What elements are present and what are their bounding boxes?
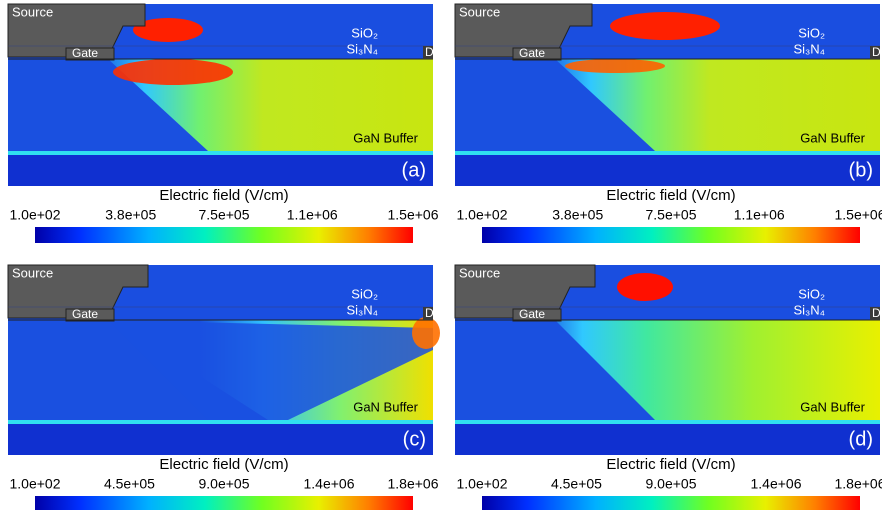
colorbar-tick-label: 1.0e+02 xyxy=(10,476,61,492)
colorbar-tick-label: 9.0e+05 xyxy=(645,476,696,492)
colorbar-tick-label: 1.0e+02 xyxy=(457,207,508,223)
nitride-label: Si₃N₄ xyxy=(346,302,378,317)
substrate xyxy=(455,424,880,455)
buffer-line xyxy=(455,151,880,155)
oxide-label: SiO₂ xyxy=(351,25,378,40)
nitride-label: Si₃N₄ xyxy=(793,302,825,317)
panel-label: (b) xyxy=(849,159,873,181)
gate-label: Gate xyxy=(519,46,545,60)
colorbar-tick-label: 3.8e+05 xyxy=(552,207,603,223)
colorbar-tick-label: 1.4e+06 xyxy=(303,476,354,492)
figure: SourceGateSiO₂Si₃N₄DGaN Buffer(a)Electri… xyxy=(0,0,882,510)
colorbar-tick-label: 3.8e+05 xyxy=(105,207,156,223)
source-label: Source xyxy=(12,265,53,280)
hot-spot xyxy=(565,59,665,73)
drain-label: D xyxy=(425,45,434,59)
substrate xyxy=(455,155,880,186)
colorbar-tick-label: 7.5e+05 xyxy=(645,207,696,223)
hot-spot xyxy=(113,59,233,85)
buffer-label: GaN Buffer xyxy=(800,399,865,414)
gate-label: Gate xyxy=(72,307,98,321)
colorbar-tick-label: 1.8e+06 xyxy=(388,476,439,492)
colorbar-tick-label: 9.0e+05 xyxy=(198,476,249,492)
oxide-label: SiO₂ xyxy=(798,286,825,301)
source-label: Source xyxy=(459,4,500,19)
colorbar-tick-label: 7.5e+05 xyxy=(198,207,249,223)
gate-label: Gate xyxy=(72,46,98,60)
colorbar-title: Electric field (V/cm) xyxy=(159,187,288,204)
buffer-label: GaN Buffer xyxy=(800,130,865,145)
panel-label: (d) xyxy=(849,428,873,450)
hot-spot xyxy=(617,273,673,301)
colorbar-tick-label: 1.1e+06 xyxy=(287,207,338,223)
colorbar-tick-label: 1.0e+02 xyxy=(457,476,508,492)
colorbar-tick-label: 1.4e+06 xyxy=(750,476,801,492)
oxide-label: SiO₂ xyxy=(351,286,378,301)
colorbar xyxy=(482,496,860,510)
gate-label: Gate xyxy=(519,307,545,321)
colorbar-title: Electric field (V/cm) xyxy=(606,456,735,473)
drain-label: D xyxy=(425,306,434,320)
colorbar-tick-label: 1.8e+06 xyxy=(835,476,882,492)
colorbar-tick-label: 1.1e+06 xyxy=(734,207,785,223)
buffer-line xyxy=(455,420,880,424)
colorbar-title: Electric field (V/cm) xyxy=(159,456,288,473)
oxide-label: SiO₂ xyxy=(798,25,825,40)
nitride-label: Si₃N₄ xyxy=(346,41,378,56)
page: {"panels": [ {"label": "(a)", "source": … xyxy=(0,0,882,510)
nitride-label: Si₃N₄ xyxy=(793,41,825,56)
source-label: Source xyxy=(459,265,500,280)
source-label: Source xyxy=(12,4,53,19)
substrate xyxy=(8,424,433,455)
panel-label: (c) xyxy=(403,428,426,450)
colorbar-tick-label: 1.5e+06 xyxy=(835,207,882,223)
colorbar xyxy=(35,227,413,243)
drain-label: D xyxy=(872,45,881,59)
hot-spot xyxy=(412,317,440,349)
substrate xyxy=(8,155,433,186)
buffer-line xyxy=(8,420,433,424)
colorbar-tick-label: 4.5e+05 xyxy=(551,476,602,492)
colorbar-tick-label: 1.0e+02 xyxy=(10,207,61,223)
colorbar-tick-label: 1.5e+06 xyxy=(388,207,439,223)
buffer-label: GaN Buffer xyxy=(353,399,418,414)
drain-label: D xyxy=(872,306,881,320)
panel-label: (a) xyxy=(402,159,426,181)
colorbar-title: Electric field (V/cm) xyxy=(606,187,735,204)
colorbar-tick-label: 4.5e+05 xyxy=(104,476,155,492)
hot-spot xyxy=(610,12,720,40)
buffer-label: GaN Buffer xyxy=(353,130,418,145)
buffer-line xyxy=(8,151,433,155)
colorbar xyxy=(35,496,413,510)
colorbar xyxy=(482,227,860,243)
